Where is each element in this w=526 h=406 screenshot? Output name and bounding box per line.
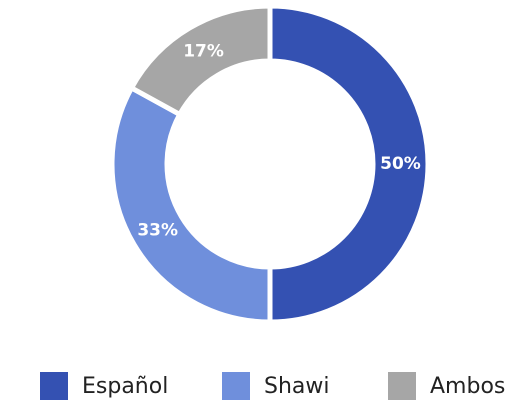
legend-label: Español	[82, 374, 168, 399]
value-label: 33%	[137, 220, 178, 240]
donut-slice	[109, 84, 273, 325]
value-label: 17%	[183, 42, 224, 62]
value-label: 50%	[380, 154, 421, 174]
legend-label: Ambos	[430, 374, 505, 399]
donut-slice	[128, 3, 273, 118]
donut-slice	[267, 3, 431, 325]
legend-swatch	[388, 372, 416, 400]
legend-label: Shawi	[264, 374, 330, 399]
legend-swatch	[222, 372, 250, 400]
legend-swatch	[40, 372, 68, 400]
